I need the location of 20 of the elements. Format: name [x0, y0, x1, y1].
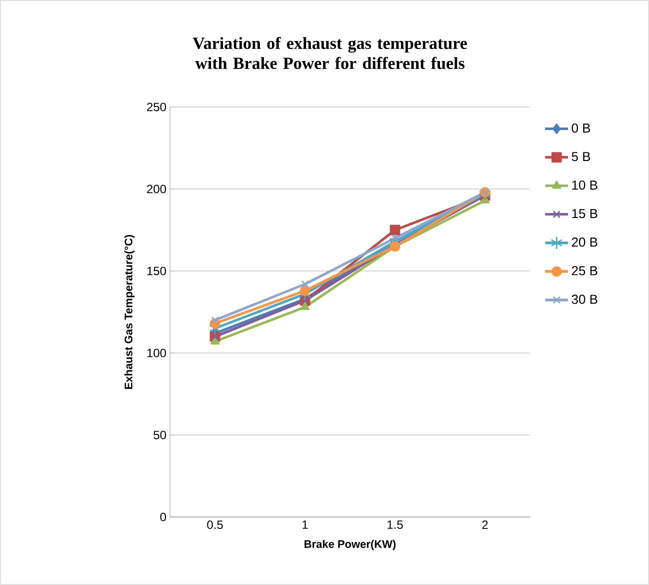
- chart-title: Variation of exhaust gas temperature with Brake Power for different fuels: [192, 36, 467, 70]
- legend-label: 20 B: [572, 238, 598, 247]
- y-tick-label: 150: [147, 266, 166, 276]
- legend-label: 5 B: [572, 152, 590, 162]
- x-tick-label: 1.5: [388, 520, 403, 529]
- y-tick-label: 200: [147, 184, 166, 194]
- y-tick-label: 50: [154, 430, 166, 440]
- legend-label: 10 B: [572, 180, 598, 190]
- x-tick-label: 1: [302, 520, 308, 529]
- x-axis-title: Brake Power(KW): [304, 540, 396, 550]
- legend-label: 15 B: [572, 209, 598, 218]
- x-tick-label: 2: [482, 520, 488, 529]
- y-tick-label: 100: [147, 348, 166, 358]
- y-tick-label: 0: [160, 512, 166, 522]
- legend-label: 0 B: [572, 123, 590, 133]
- legend-label: 25 B: [572, 266, 598, 276]
- y-tick-label: 250: [147, 102, 166, 112]
- y-axis-title: Exhaust Gas Temperature(°C): [124, 234, 135, 389]
- x-tick-label: 0.5: [207, 520, 223, 530]
- legend-label: 30 B: [572, 294, 598, 304]
